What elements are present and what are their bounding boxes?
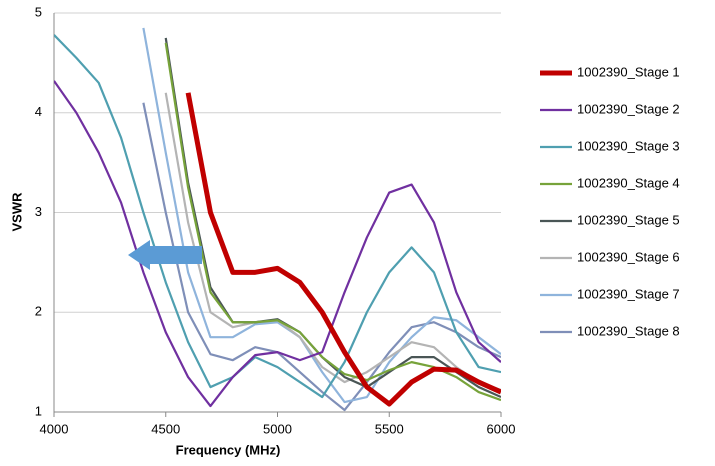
arrow-annotation xyxy=(128,240,202,270)
x-tick-label: 4000 xyxy=(40,421,69,436)
series-line xyxy=(164,92,501,392)
y-tick-label: 2 xyxy=(35,304,42,319)
series-line xyxy=(164,37,501,399)
legend-label: 1002390_Stage 2 xyxy=(577,101,680,116)
legend-label: 1002390_Stage 3 xyxy=(577,138,680,153)
x-axis-label: Frequency (MHz) xyxy=(176,442,281,457)
legend-label: 1002390_Stage 6 xyxy=(577,249,680,264)
legend-label: 1002390_Stage 4 xyxy=(577,175,680,190)
x-tick-label: 6000 xyxy=(487,421,516,436)
y-tick-label: 3 xyxy=(35,204,42,219)
x-tick-label: 4500 xyxy=(151,421,180,436)
series-line xyxy=(54,80,501,408)
series-line xyxy=(142,27,501,404)
y-tick-label: 4 xyxy=(35,104,42,119)
legend-label: 1002390_Stage 1 xyxy=(577,64,680,79)
y-tick-label: 1 xyxy=(35,403,42,418)
series-line xyxy=(54,34,501,399)
legend-label: 1002390_Stage 8 xyxy=(577,323,680,338)
series-line xyxy=(185,92,501,407)
x-tick-label: 5000 xyxy=(263,421,292,436)
y-tick-label: 5 xyxy=(35,4,42,19)
legend-label: 1002390_Stage 5 xyxy=(577,212,680,227)
legend-label: 1002390_Stage 7 xyxy=(577,286,680,301)
series-line xyxy=(142,102,501,412)
y-axis-label: VSWR xyxy=(9,192,24,232)
x-tick-label: 5500 xyxy=(375,421,404,436)
